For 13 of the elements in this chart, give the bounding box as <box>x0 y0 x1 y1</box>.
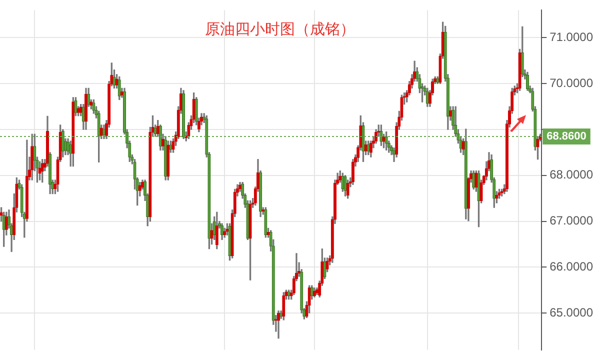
candlestick <box>287 290 290 300</box>
ref-line-label: 68.8600 <box>546 130 586 143</box>
y-tick-label: 67.0000 <box>550 214 594 228</box>
candlestick <box>344 175 347 196</box>
y-tick-label: 65.0000 <box>550 305 594 320</box>
y-tick-label: 71.0000 <box>550 30 594 44</box>
y-tick-label: 68.0000 <box>550 168 594 182</box>
text: 原油四小时图（成铭） <box>205 20 355 38</box>
candlestick <box>248 200 252 280</box>
candlestick <box>380 124 383 146</box>
y-tick-label: 70.0000 <box>550 76 594 90</box>
y-tick-label: 66.0000 <box>550 260 594 274</box>
candlestick <box>477 170 480 228</box>
